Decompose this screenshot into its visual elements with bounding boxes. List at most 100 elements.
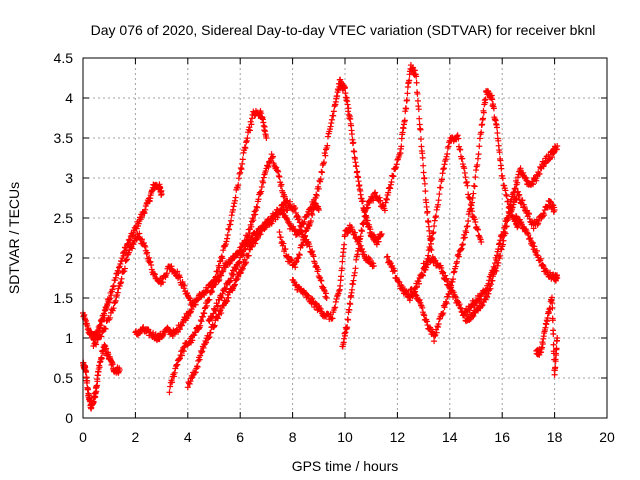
- data-point: [554, 335, 561, 341]
- data-point: [422, 188, 429, 195]
- data-point: [553, 345, 560, 352]
- data-point: [321, 286, 328, 293]
- data-point: [130, 241, 137, 248]
- data-point: [106, 296, 113, 303]
- data-point: [276, 229, 283, 236]
- data-point: [254, 204, 261, 211]
- x-tick-label: 10: [337, 429, 353, 445]
- data-point: [264, 162, 271, 169]
- data-point: [258, 227, 265, 234]
- data-point: [445, 143, 452, 150]
- data-point: [505, 214, 512, 221]
- data-point: [240, 251, 247, 258]
- data-point: [319, 162, 326, 169]
- data-point: [438, 264, 445, 271]
- y-tick-label: 3: [65, 170, 73, 186]
- data-point: [396, 279, 403, 286]
- x-axis-label: GPS time / hours: [292, 458, 399, 474]
- data-point: [355, 245, 362, 252]
- data-point: [550, 331, 557, 338]
- data-point: [180, 348, 187, 355]
- data-point: [94, 378, 101, 385]
- data-point: [212, 307, 219, 314]
- data-point: [386, 184, 393, 191]
- data-point: [208, 287, 215, 294]
- data-point: [252, 240, 259, 247]
- data-point: [93, 341, 100, 348]
- data-point: [222, 241, 229, 248]
- data-point: [117, 280, 124, 287]
- data-point: [497, 252, 504, 259]
- data-point: [239, 252, 246, 259]
- data-point: [431, 223, 438, 230]
- data-point: [425, 252, 432, 259]
- data-point: [452, 293, 459, 300]
- data-point: [431, 338, 438, 345]
- data-point: [496, 149, 503, 156]
- data-point: [542, 267, 549, 274]
- data-point: [299, 242, 306, 249]
- data-point: [118, 275, 125, 282]
- data-point: [474, 161, 481, 168]
- data-point: [367, 226, 374, 233]
- data-point: [256, 189, 263, 196]
- y-axis-label: SDTVAR / TECUs: [6, 182, 22, 294]
- data-point: [412, 284, 419, 291]
- data-point: [231, 197, 238, 204]
- data-point: [189, 337, 196, 344]
- data-point: [143, 250, 150, 257]
- data-point: [175, 356, 182, 363]
- data-point: [199, 348, 206, 355]
- data-point: [372, 189, 379, 196]
- data-point: [292, 259, 299, 266]
- series-track: [407, 87, 521, 345]
- data-point: [473, 167, 479, 174]
- data-point: [351, 269, 358, 276]
- data-point: [219, 255, 226, 262]
- data-point: [228, 212, 235, 219]
- data-point: [211, 322, 218, 329]
- data-point: [276, 173, 283, 180]
- data-point: [468, 202, 475, 209]
- data-point: [503, 223, 510, 230]
- data-point: [129, 245, 136, 252]
- data-point: [533, 177, 540, 184]
- data-point: [344, 101, 351, 108]
- data-point: [252, 211, 259, 218]
- data-point: [216, 264, 223, 271]
- data-point: [467, 206, 474, 213]
- data-point: [464, 182, 471, 189]
- x-tick-label: 0: [79, 429, 87, 445]
- data-point: [462, 174, 469, 181]
- data-point: [135, 220, 142, 227]
- data-point: [211, 323, 217, 330]
- data-point: [499, 175, 506, 182]
- data-point: [318, 277, 325, 284]
- data-point: [315, 207, 322, 213]
- data-point: [196, 356, 203, 363]
- data-point: [224, 235, 231, 242]
- data-point: [431, 332, 438, 339]
- data-point: [193, 363, 200, 370]
- data-point: [502, 187, 509, 194]
- data-point: [442, 272, 449, 279]
- data-point: [328, 120, 335, 127]
- data-point: [553, 352, 560, 359]
- data-point: [125, 249, 132, 256]
- data-point: [218, 294, 225, 301]
- data-point: [513, 213, 520, 220]
- x-tick-label: 20: [599, 429, 615, 445]
- data-point: [467, 196, 474, 203]
- data-point: [525, 232, 532, 239]
- data-point: [527, 235, 534, 242]
- data-point: [444, 144, 451, 151]
- data-point: [237, 244, 244, 251]
- data-point: [349, 281, 356, 288]
- data-point: [123, 242, 130, 249]
- data-point: [312, 300, 319, 307]
- data-point: [242, 145, 249, 152]
- data-point: [147, 258, 154, 265]
- data-point: [493, 124, 500, 131]
- data-point: [419, 271, 426, 278]
- data-point: [428, 234, 435, 241]
